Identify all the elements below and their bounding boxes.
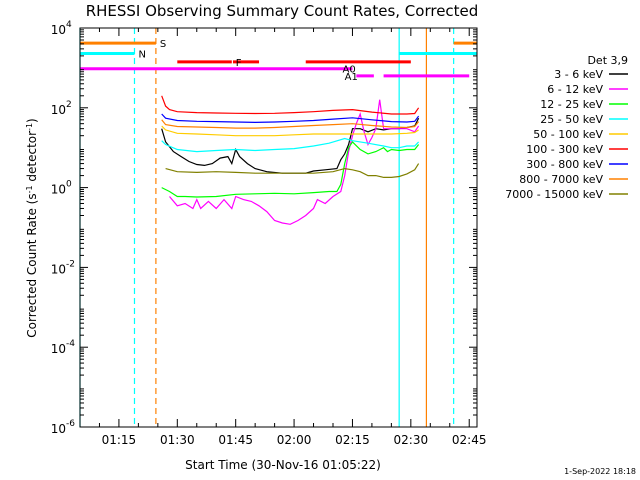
series-line-4	[161, 125, 419, 137]
y-tick-exp-3: -2	[66, 259, 75, 269]
flag-label-s: S	[160, 39, 166, 50]
y-tick-label-0: 10	[51, 23, 66, 37]
y-tick-label-3: 10	[51, 262, 66, 276]
flag-label-n: N	[138, 50, 145, 61]
legend-label-1: 6 - 12 keV	[547, 83, 603, 96]
x-tick-label-5: 02:30	[394, 433, 429, 447]
x-tick-label-1: 01:30	[160, 433, 195, 447]
series-line-5	[161, 95, 420, 115]
y-tick-label-5: 10	[51, 422, 66, 436]
legend: Det 3,9 3 - 6 keV 6 - 12 keV 12 - 25 keV 25…	[505, 54, 628, 201]
y-tick-exp-0: 4	[66, 20, 72, 30]
legend-label-5: 100 - 300 keV	[526, 143, 603, 156]
y-axis-label-text: Corrected Count Rate (s-1 detector-1)	[25, 118, 40, 337]
legend-label-4: 50 - 100 keV	[533, 128, 603, 141]
series-line-1	[169, 99, 420, 225]
series-line-6	[161, 113, 420, 124]
plot-frame	[79, 27, 478, 428]
flag-label-a1: A1	[345, 72, 358, 83]
series-lines	[161, 95, 420, 225]
flag-label-f: F	[236, 58, 242, 69]
legend-label-7: 800 - 7000 keV	[519, 173, 603, 186]
series-line-8	[165, 163, 420, 178]
legend-label-2: 12 - 25 keV	[540, 98, 603, 111]
y-tick-label-2: 10	[51, 183, 66, 197]
footer-date: 1-Sep-2022 18:18	[564, 467, 636, 476]
series-line-2	[161, 140, 420, 198]
y-tick-exp-1: 2	[66, 100, 72, 110]
state-change-lines	[79, 28, 455, 427]
legend-title: Det 3,9	[587, 54, 628, 67]
x-tick-label-3: 02:00	[277, 433, 312, 447]
y-tick-label-4: 10	[51, 342, 66, 356]
y-tick-exp-2: 0	[66, 180, 72, 190]
chart-title: RHESSI Observing Summary Count Rates, Co…	[86, 2, 479, 20]
legend-label-3: 25 - 50 keV	[540, 113, 603, 126]
x-tick-label-0: 01:15	[102, 433, 137, 447]
legend-label-8: 7000 - 15000 keV	[505, 188, 603, 201]
flag-label-a0: A0	[343, 65, 356, 76]
legend-label-6: 300 - 800 keV	[526, 158, 603, 171]
x-tick-label-6: 02:45	[452, 433, 487, 447]
series-line-7	[161, 119, 420, 129]
y-tick-label-1: 10	[51, 103, 66, 117]
x-axis-label: Start Time (30-Nov-16 01:05:22)	[185, 458, 381, 472]
x-tick-label-2: 01:45	[218, 433, 253, 447]
x-axis-ticks: 01:15 01:30 01:45 02:00 02:15 02:30 02:45	[98, 28, 487, 447]
y-tick-exp-4: -4	[66, 339, 75, 349]
series-line-3	[161, 137, 420, 153]
y-tick-exp-5: -6	[66, 419, 75, 429]
y-axis-label: Corrected Count Rate (s-1 detector-1)	[25, 118, 40, 337]
legend-label-0: 3 - 6 keV	[554, 68, 603, 81]
x-tick-label-4: 02:15	[335, 433, 370, 447]
